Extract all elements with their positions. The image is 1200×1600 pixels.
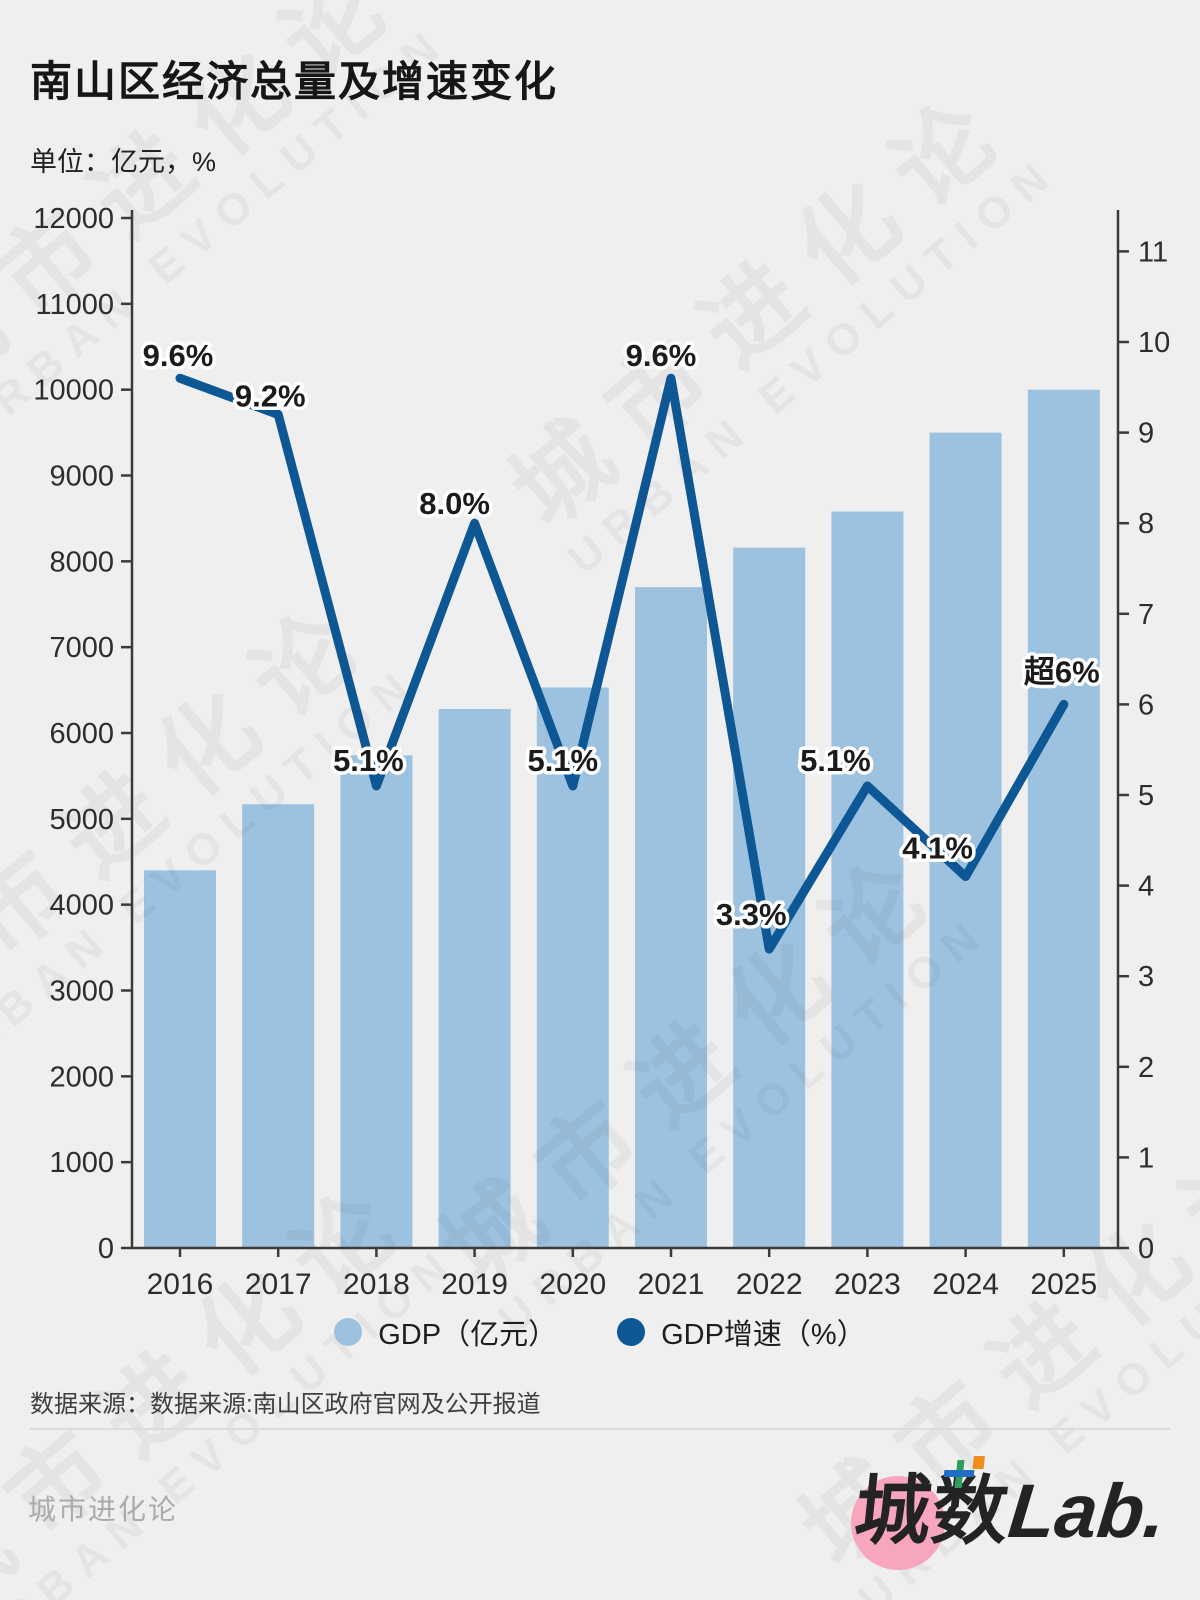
logo-lab-text: Lab. <box>1004 1469 1170 1554</box>
logo-shu-wrap: 数 <box>925 1452 1015 1572</box>
logo-pink-circle-icon <box>850 1476 945 1570</box>
growth-point-label: 9.2% <box>235 378 306 413</box>
data-source-note: 数据来源：数据来源:南山区政府官网及公开报道 <box>30 1391 541 1418</box>
growth-point-label: 4.1% <box>902 831 973 866</box>
x-axis-year-label: 2019 <box>441 1268 508 1301</box>
gdp-bar-2019 <box>438 708 511 1248</box>
brand-name: 城市进化论 <box>28 1494 179 1525</box>
legend-item-growth: GDP增速（%） <box>617 1311 866 1353</box>
left-axis-tick-label: 5000 <box>49 804 114 836</box>
left-axis-tick-label: 4000 <box>49 890 114 922</box>
right-axis-tick-label: 4 <box>1138 871 1154 903</box>
left-axis-tick-label: 2000 <box>49 1061 114 1093</box>
right-axis-tick-label: 0 <box>1138 1233 1154 1265</box>
left-axis-tick-label: 1000 <box>49 1147 114 1179</box>
gdp-bar-legend-dot-icon <box>334 1318 363 1346</box>
gdp-bar-2018 <box>340 755 413 1248</box>
right-axis-tick-label: 3 <box>1138 961 1154 993</box>
unit-label: 单位：亿元，% <box>30 147 217 177</box>
left-axis-tick-label: 8000 <box>49 546 114 578</box>
growth-point-label: 3.3% <box>716 897 787 932</box>
legend-item-gdp: GDP（亿元） <box>334 1311 557 1353</box>
left-axis-tick-label: 10000 <box>33 375 114 407</box>
x-axis-year-label: 2020 <box>539 1268 606 1301</box>
right-axis-tick-label: 2 <box>1138 1052 1154 1084</box>
left-axis-tick-label: 7000 <box>49 632 114 664</box>
gdp-bar-2017 <box>242 804 315 1248</box>
left-axis-tick-label: 6000 <box>49 718 114 750</box>
logo-accent-orange-icon <box>972 1456 985 1469</box>
right-axis-tick-label: 11 <box>1138 236 1168 268</box>
gdp-bars <box>144 389 1100 1248</box>
gdp-bar-2021 <box>635 587 707 1248</box>
gdp-bar-2016 <box>144 870 216 1248</box>
gdp-bar-2022 <box>733 547 806 1248</box>
gdp-bar-2023 <box>831 511 904 1248</box>
x-axis-year-label: 2018 <box>343 1268 410 1301</box>
logo-accent-blue-icon <box>943 1470 975 1477</box>
logo-shu-char: 数 <box>927 1469 1014 1554</box>
right-axis-tick-label: 7 <box>1138 599 1154 631</box>
growth-line-legend-dot-icon <box>617 1318 646 1346</box>
axes: 0100020003000400050006000700080009000100… <box>33 203 1170 1301</box>
x-axis-year-label: 2024 <box>932 1268 999 1301</box>
right-axis-tick-label: 6 <box>1138 689 1154 721</box>
brand-logo: 城数Lab. <box>850 1452 1170 1582</box>
x-axis-year-label: 2025 <box>1030 1268 1097 1301</box>
growth-point-label: 5.1% <box>333 743 404 778</box>
growth-point-label: 超6% <box>1024 654 1100 689</box>
right-axis-tick-label: 8 <box>1138 508 1154 540</box>
x-axis-year-label: 2021 <box>638 1268 705 1301</box>
growth-point-label: 9.6% <box>626 338 697 373</box>
growth-point-labels: 9.6% 9.2% 5.1% 8.0% 5.1% 9.6% 3.3% 5.1% 4.1% 超6% <box>139 335 1103 936</box>
x-axis-year-label: 2022 <box>736 1268 803 1301</box>
right-axis-tick-label: 10 <box>1138 327 1170 359</box>
x-axis-year-label: 2016 <box>147 1268 214 1301</box>
chart-legend: GDP（亿元） GDP增速（%） <box>0 1310 1200 1354</box>
left-axis-tick-label: 9000 <box>49 461 114 493</box>
right-axis-tick-label: 1 <box>1138 1142 1154 1174</box>
legend-label-gdp: GDP（亿元） <box>378 1319 558 1351</box>
logo-text: 城数Lab. <box>848 1452 1171 1572</box>
left-axis-tick-label: 11000 <box>36 289 115 321</box>
left-axis-tick-label: 3000 <box>49 976 114 1008</box>
page-title: 南山区经济总量及增速变化 <box>30 58 559 105</box>
right-axis-tick-label: 5 <box>1138 780 1154 812</box>
x-axis-year-label: 2023 <box>834 1268 901 1301</box>
left-axis-tick-label: 0 <box>98 1233 114 1265</box>
gdp-combo-chart: 0100020003000400050006000700080009000100… <box>33 203 1170 1301</box>
x-axis-year-label: 2017 <box>245 1268 312 1301</box>
growth-line <box>175 373 1069 954</box>
logo-cheng-char: 城 <box>850 1469 937 1554</box>
left-axis-tick-label: 12000 <box>33 203 114 235</box>
gdp-bar-2025 <box>1027 389 1100 1248</box>
growth-point-label: 5.1% <box>800 743 871 778</box>
growth-point-label: 5.1% <box>527 743 598 778</box>
growth-point-label: 9.6% <box>143 338 214 373</box>
divider-line <box>30 1428 1170 1430</box>
growth-point-label: 8.0% <box>419 486 490 521</box>
legend-label-growth: GDP增速（%） <box>661 1319 866 1351</box>
right-axis-tick-label: 9 <box>1138 418 1154 450</box>
